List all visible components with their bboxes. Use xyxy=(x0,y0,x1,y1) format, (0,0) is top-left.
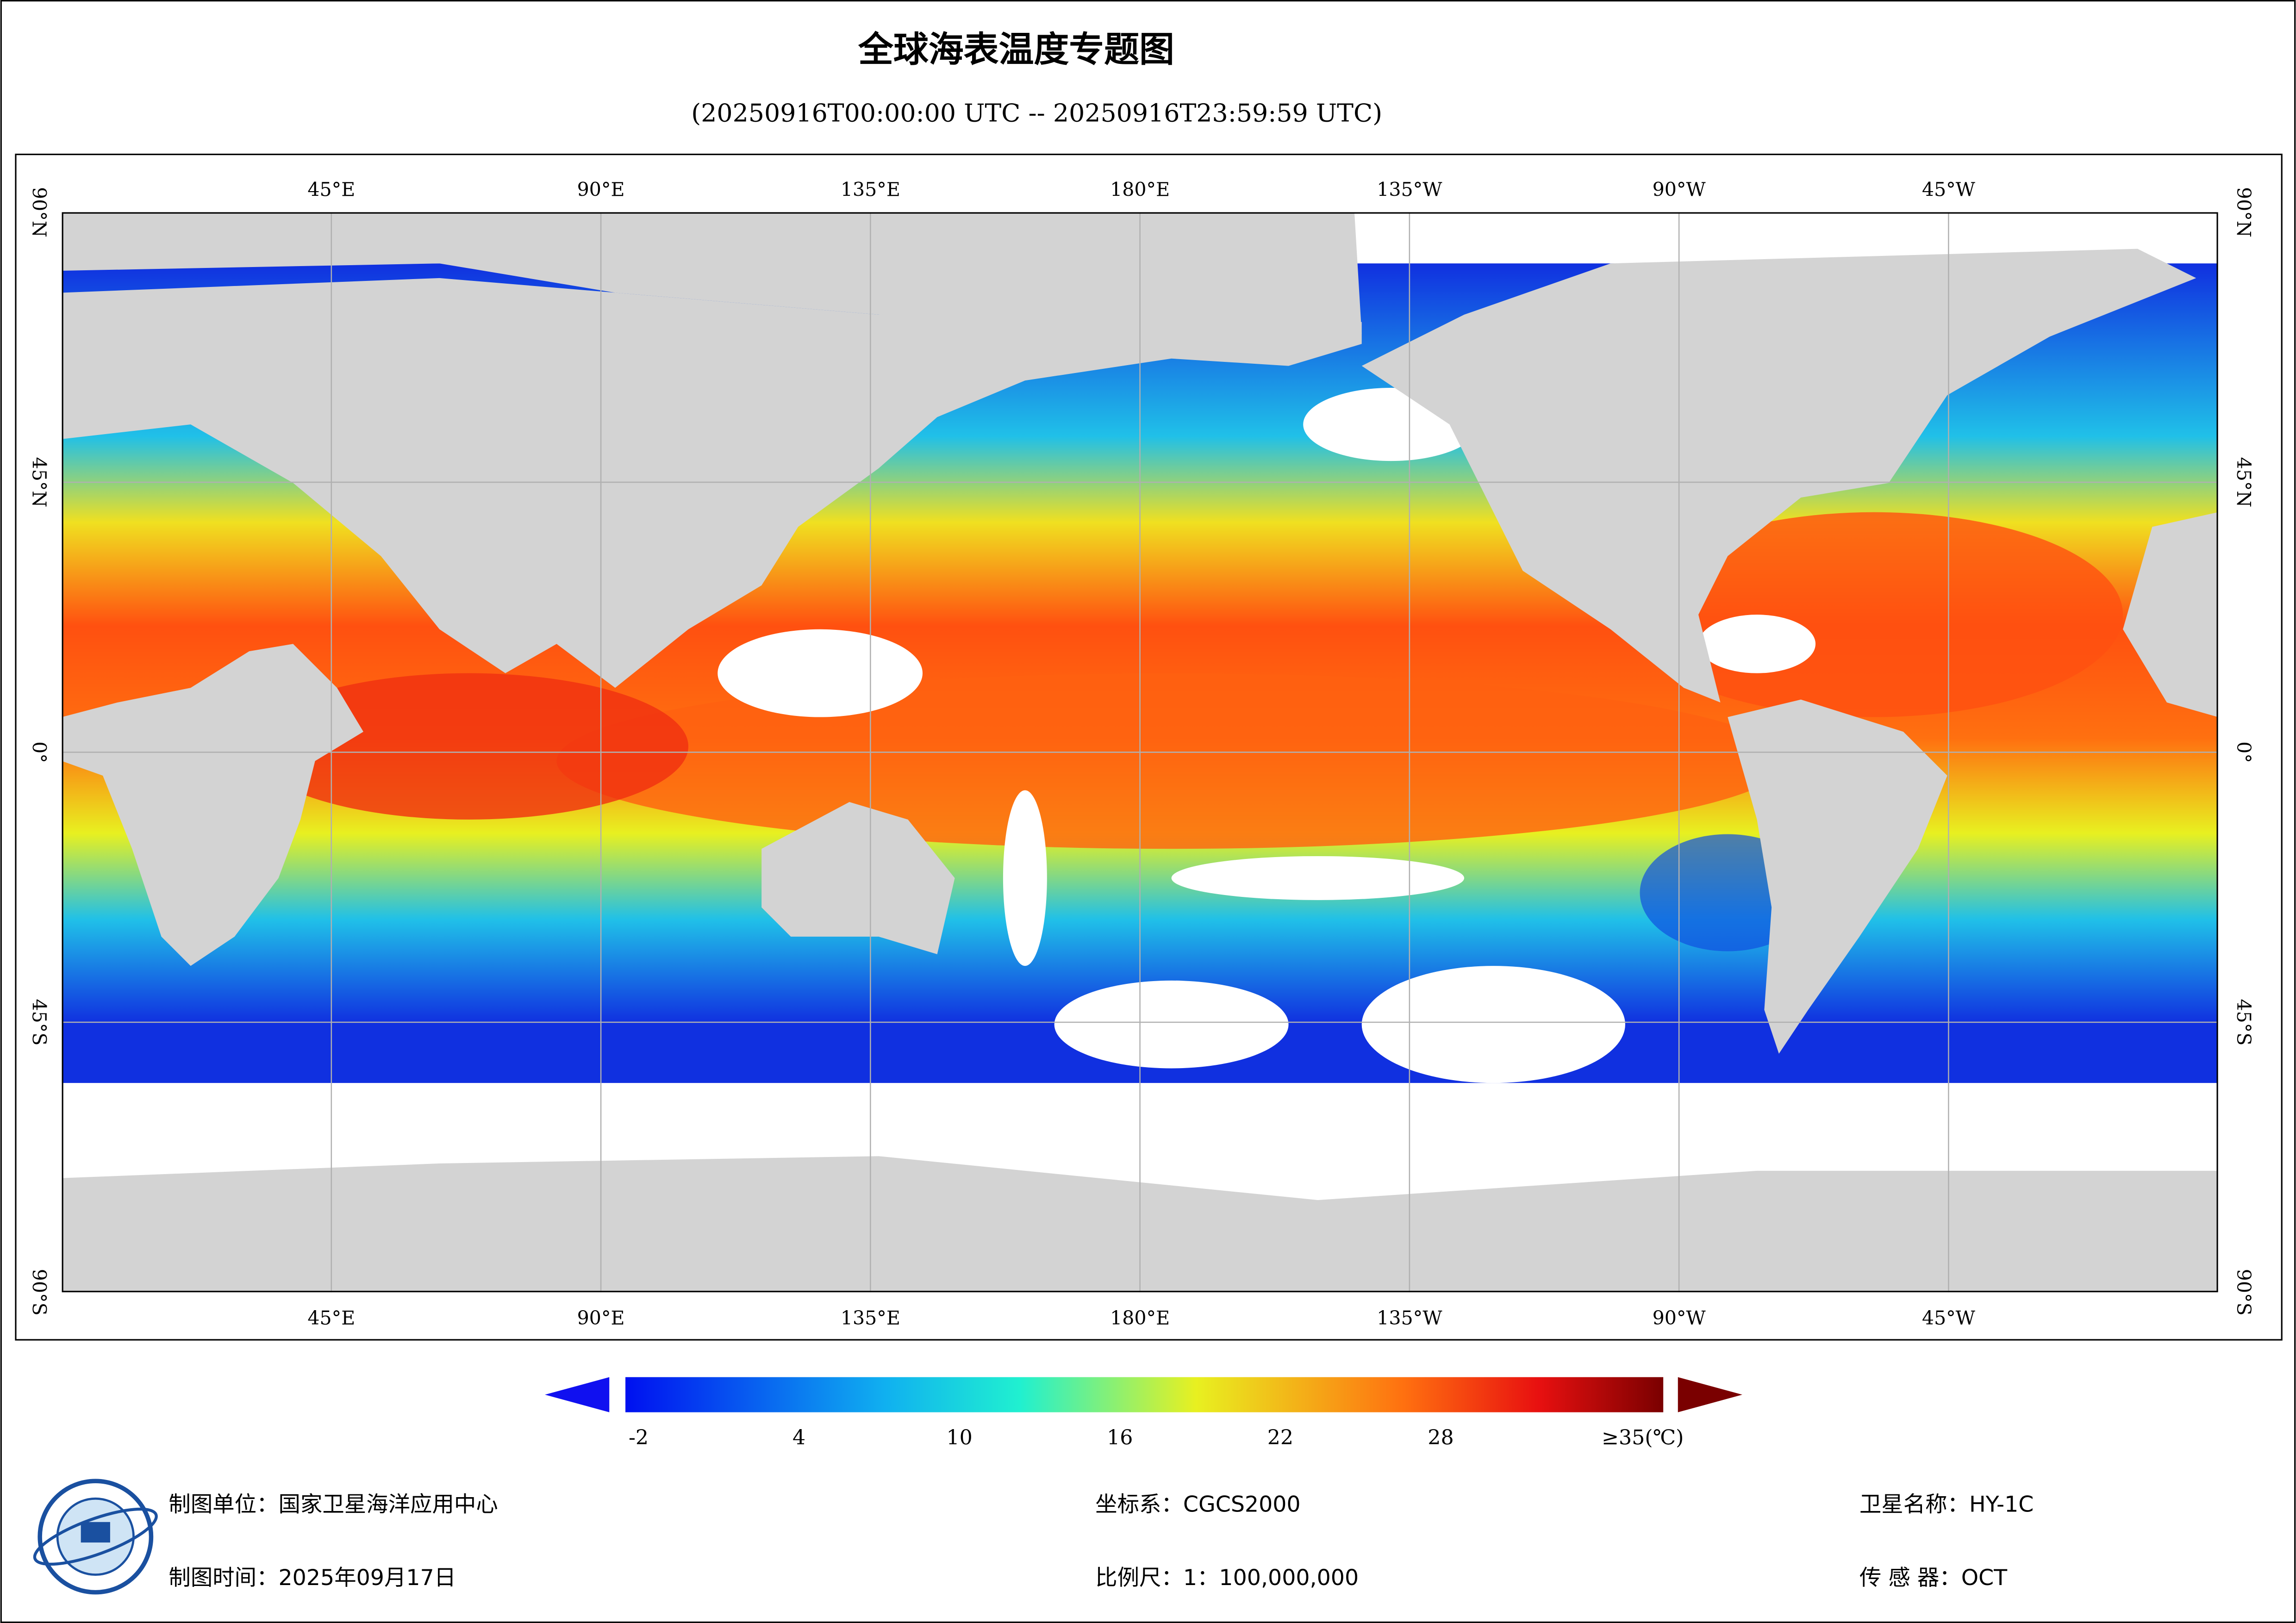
colorbar-ticks: -2 4 10 16 22 28 ≥35(℃) xyxy=(629,1426,1684,1449)
lat-label: 0° xyxy=(2233,741,2255,763)
colorbar-tick-label: ≥35(℃) xyxy=(1602,1426,1684,1449)
lon-label: 45°W xyxy=(1922,179,1976,201)
lon-label: 135°W xyxy=(1377,1307,1442,1329)
footer-scale: 比例尺：1：100,000,000 xyxy=(1095,1565,1359,1591)
colorbar-tick-label: 16 xyxy=(1107,1426,1133,1449)
lon-label: 90°W xyxy=(1653,179,1706,201)
footer-satellite: 卫星名称：HY-1C xyxy=(1859,1492,2034,1517)
lon-label: 45°E xyxy=(307,1307,355,1329)
subtitle: (20250916T00:00:00 UTC -- 20250916T23:59… xyxy=(691,98,1382,127)
map xyxy=(62,212,2218,1293)
footer-date: 制图时间：2025年09月17日 xyxy=(168,1565,456,1591)
footer: 制图单位：国家卫星海洋应用中心 制图时间：2025年09月17日 坐标系：CGC… xyxy=(168,1492,2034,1591)
footer-unit: 制图单位：国家卫星海洋应用中心 xyxy=(168,1492,498,1517)
lat-label: 90°S xyxy=(28,1269,50,1316)
lat-label: 90°S xyxy=(2233,1269,2255,1316)
lon-label: 180°E xyxy=(1110,1307,1170,1329)
warm-pool xyxy=(556,673,1786,849)
title: 全球海表温度专题图 xyxy=(858,29,1174,70)
lat-label: 45°S xyxy=(28,999,50,1045)
colorbar-tick-label: 4 xyxy=(792,1426,805,1449)
lat-label: 45°S xyxy=(2233,999,2255,1045)
lon-label: 135°E xyxy=(841,179,900,201)
lat-label: 45°N xyxy=(2233,457,2255,508)
colorbar-tick-label: 28 xyxy=(1428,1426,1454,1449)
warm-pool xyxy=(249,673,689,820)
lon-label: 135°W xyxy=(1377,179,1442,201)
colorbar-low-arrow xyxy=(545,1377,610,1412)
footer-sensor: 传 感 器：OCT xyxy=(1859,1565,2008,1591)
lon-label: 180°E xyxy=(1110,179,1170,201)
logo xyxy=(33,1479,158,1595)
lat-label: 45°N xyxy=(28,457,50,508)
lon-label: 90°W xyxy=(1653,1307,1706,1329)
lon-label: 45°E xyxy=(307,179,355,201)
footer-crs: 坐标系：CGCS2000 xyxy=(1095,1492,1300,1517)
lon-label: 90°E xyxy=(577,179,625,201)
lon-label: 45°W xyxy=(1922,1307,1976,1329)
graticule xyxy=(62,212,2218,1293)
lat-label: 90°N xyxy=(28,187,50,237)
map-border xyxy=(62,212,2218,1293)
colorbar-high-arrow xyxy=(1678,1377,1742,1412)
lon-label: 90°E xyxy=(577,1307,625,1329)
colorbar-tick-label: 10 xyxy=(947,1426,973,1449)
colorbar-tick-label: 22 xyxy=(1267,1426,1293,1449)
lat-label: 0° xyxy=(28,741,50,763)
colorbar xyxy=(625,1377,1664,1412)
lat-label: 90°N xyxy=(2233,187,2255,237)
colorbar-tick-label: -2 xyxy=(629,1426,649,1449)
lon-label: 135°E xyxy=(841,1307,900,1329)
map-labels: 45°E 45°E 90°E 90°E 135°E 135°E 180°E 180°E 135°… xyxy=(28,179,2254,1329)
